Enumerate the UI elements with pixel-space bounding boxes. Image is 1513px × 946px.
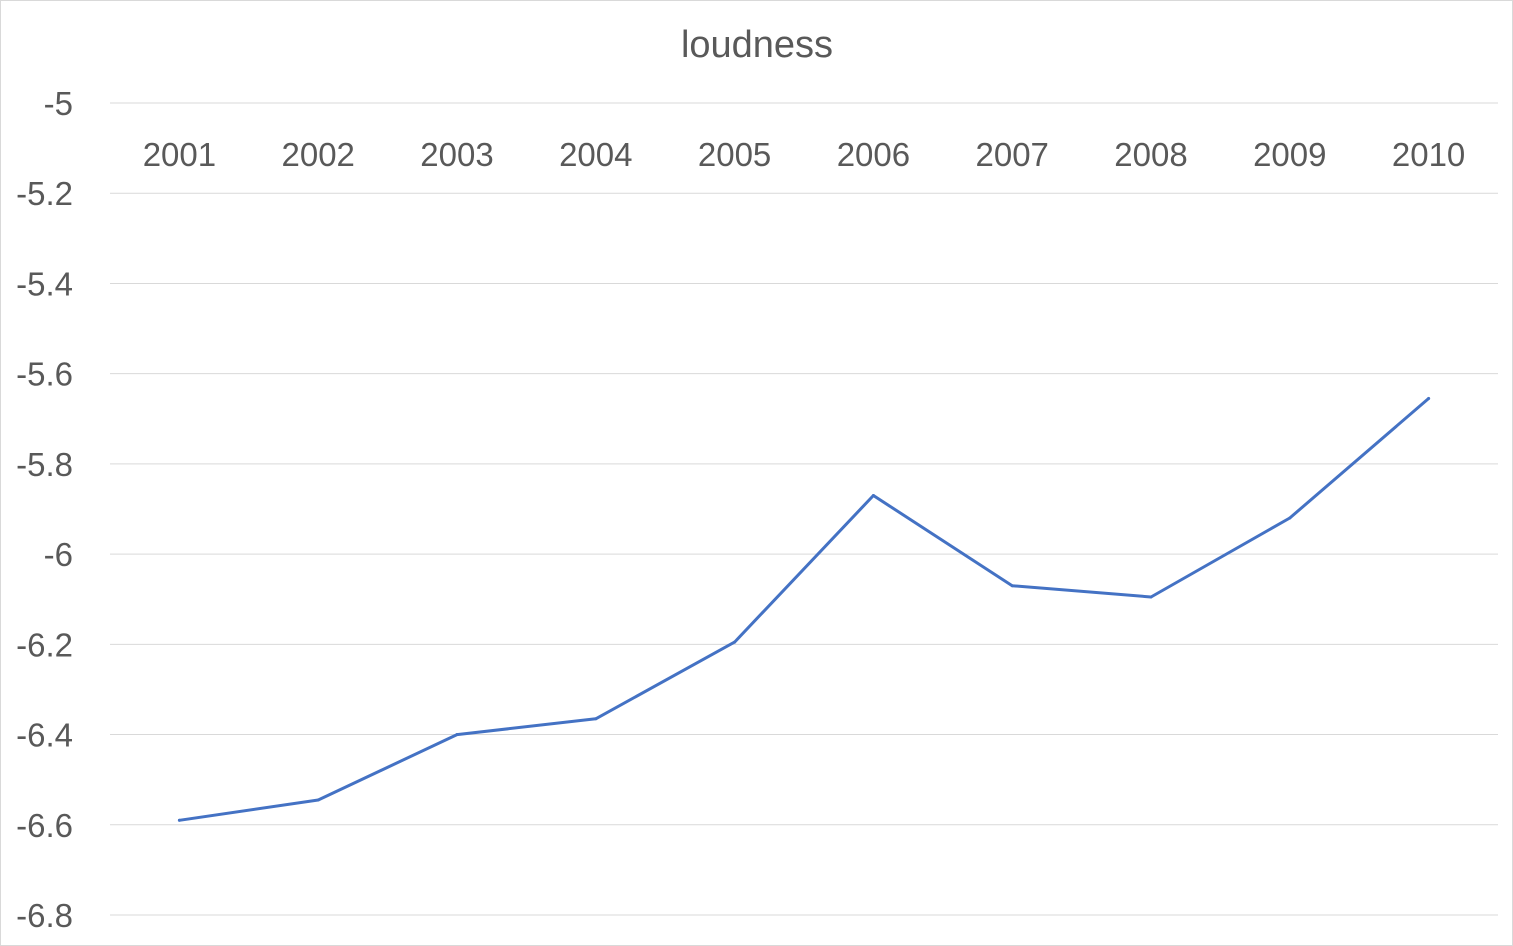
y-tick-label: -5 [44,85,73,122]
y-tick-label: -5.8 [16,446,73,483]
x-tick-label: 2004 [559,136,632,173]
data-point [177,818,181,822]
x-tick-label: 2010 [1392,136,1465,173]
series-line [177,397,1431,822]
data-point [594,717,598,721]
series-group [177,396,1431,822]
data-point [316,798,320,802]
data-point [733,640,737,644]
x-axis-tick-labels: 2001 2002 2003 2004 2005 2006 2007 2008 2009 2010 [143,136,1466,173]
x-tick-label: 2006 [837,136,910,173]
data-point [1427,396,1431,400]
y-tick-label: -5.4 [16,265,73,302]
data-point [1288,516,1292,520]
y-tick-label: -5.6 [16,356,73,393]
gridlines [110,102,1498,916]
y-tick-label: -6.2 [16,626,73,663]
y-tick-label: -6.8 [16,897,73,934]
y-tick-label: -5.2 [16,175,73,212]
y-tick-label: -6 [44,536,73,573]
y-axis-tick-labels: -5 -5.2 -5.4 -5.6 -5.8 -6 -6.2 -6.4 -6.6 -6.8 [16,85,73,934]
y-tick-label: -6.4 [16,717,73,754]
data-point [871,493,875,497]
x-tick-label: 2003 [420,136,493,173]
x-tick-label: 2001 [143,136,216,173]
x-tick-label: 2002 [281,136,354,173]
data-point [1149,595,1153,599]
x-tick-label: 2009 [1253,136,1326,173]
data-point [455,733,459,737]
x-tick-label: 2007 [975,136,1048,173]
y-tick-label: -6.6 [16,807,73,844]
x-tick-label: 2008 [1114,136,1187,173]
data-point [1010,584,1014,588]
x-tick-label: 2005 [698,136,771,173]
chart-title: loudness [681,24,833,66]
